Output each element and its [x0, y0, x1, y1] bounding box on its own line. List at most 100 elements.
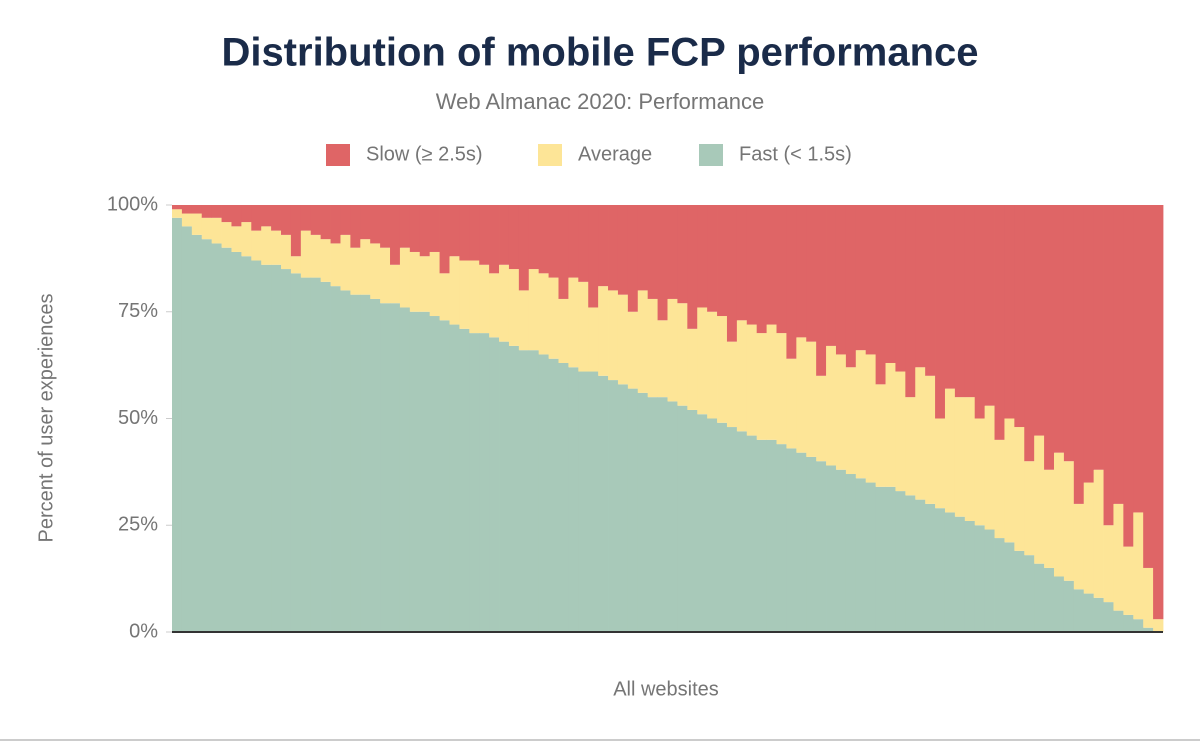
bar-segment — [558, 298, 569, 363]
bar-segment — [1093, 205, 1104, 470]
bar-segment — [489, 205, 500, 274]
bar-segment — [370, 205, 381, 244]
bar-segment — [717, 422, 728, 632]
y-axis-title: Percent of user experiences — [35, 293, 57, 542]
bar-segment — [687, 409, 698, 632]
bar-segment — [518, 350, 530, 632]
bar-segment — [627, 205, 639, 312]
bar-segment — [360, 205, 371, 240]
bar-segment — [479, 264, 490, 334]
bar-segment — [1133, 512, 1144, 620]
bar-segment — [1053, 205, 1065, 453]
bar-segment — [865, 205, 877, 355]
bar-segment — [647, 397, 658, 632]
bar-segment — [201, 205, 213, 218]
bar-segment — [231, 251, 242, 632]
bar-segment — [340, 205, 351, 235]
bar-segment — [1153, 205, 1164, 620]
bar-segment — [697, 205, 708, 308]
legend-swatch — [326, 144, 350, 166]
bar-segment — [726, 427, 738, 632]
bar-segment — [1073, 503, 1085, 590]
bar-segment — [677, 405, 688, 632]
bar-segment — [281, 234, 292, 270]
bar-segment — [608, 380, 619, 632]
bar-segment — [845, 367, 857, 475]
bar-segment — [895, 371, 906, 492]
bar-segment — [994, 439, 1005, 539]
bar-segment — [796, 337, 807, 453]
bar-segment — [310, 234, 322, 278]
bar-segment — [796, 452, 807, 632]
bar-segment — [717, 316, 728, 423]
y-tick-label: 100% — [107, 193, 158, 215]
bar-segment — [409, 311, 421, 632]
bar-segment — [449, 256, 460, 325]
bar-segment — [915, 499, 926, 632]
bar-segment — [528, 205, 540, 270]
bar-segment — [835, 469, 847, 632]
bar-segment — [271, 230, 282, 265]
bar-segment — [746, 324, 758, 436]
bar-segment — [667, 205, 678, 299]
bar-segment — [935, 508, 946, 632]
bar-segment — [1044, 567, 1055, 632]
bar-segment — [598, 286, 609, 376]
bar-segment — [935, 205, 946, 419]
bar-segment — [578, 205, 589, 282]
bar-segment — [211, 243, 222, 632]
bar-segment — [390, 264, 401, 304]
bar-segment — [726, 341, 738, 428]
bar-segment — [300, 205, 312, 231]
bar-segment — [657, 205, 668, 321]
bar-segment — [231, 205, 242, 227]
bar-segment — [637, 290, 649, 393]
bar-segment — [538, 273, 549, 355]
bar-segment — [578, 371, 589, 632]
bar-segment — [617, 384, 629, 632]
bar-segment — [1093, 469, 1104, 598]
bar-segment — [1024, 461, 1035, 556]
bar-segment — [617, 205, 629, 295]
bar-segment — [399, 307, 411, 632]
bar-segment — [816, 375, 827, 462]
bar-segment — [746, 205, 758, 325]
bar-segment — [499, 341, 510, 632]
bar-segment — [449, 205, 460, 257]
bar-segment — [271, 205, 282, 231]
bar-segment — [647, 205, 658, 299]
bar-segment — [1143, 627, 1154, 632]
bar-segment — [954, 397, 966, 517]
bar-segment — [756, 333, 767, 440]
bar-segment — [290, 273, 302, 632]
bar-segment — [697, 307, 708, 415]
bar-segment — [677, 303, 688, 406]
bar-segment — [766, 205, 777, 325]
bar-segment — [915, 367, 926, 500]
bar-segment — [241, 205, 252, 223]
bar-segment — [954, 205, 966, 398]
bar-segment — [1103, 525, 1114, 603]
bar-segment — [350, 294, 361, 632]
bar-segment — [399, 205, 411, 248]
bar-segment — [578, 281, 589, 372]
bar-segment — [944, 512, 956, 632]
bar-segment — [439, 320, 450, 632]
bar-segment — [429, 205, 440, 252]
bar-segment — [687, 205, 698, 329]
bar-segment — [677, 205, 688, 304]
bar-segment — [1063, 205, 1075, 462]
bar-segment — [419, 205, 431, 257]
bar-segment — [429, 316, 440, 632]
bar-segment — [340, 290, 351, 632]
bar-segment — [390, 205, 401, 265]
bar-segment — [588, 371, 599, 632]
bar-segment — [974, 205, 986, 419]
bar-segment — [181, 213, 193, 227]
bar-segment — [806, 205, 817, 342]
bar-segment — [459, 205, 470, 261]
bar-segment — [261, 226, 272, 265]
bar-segment — [399, 247, 411, 308]
bar-segment — [885, 205, 896, 363]
